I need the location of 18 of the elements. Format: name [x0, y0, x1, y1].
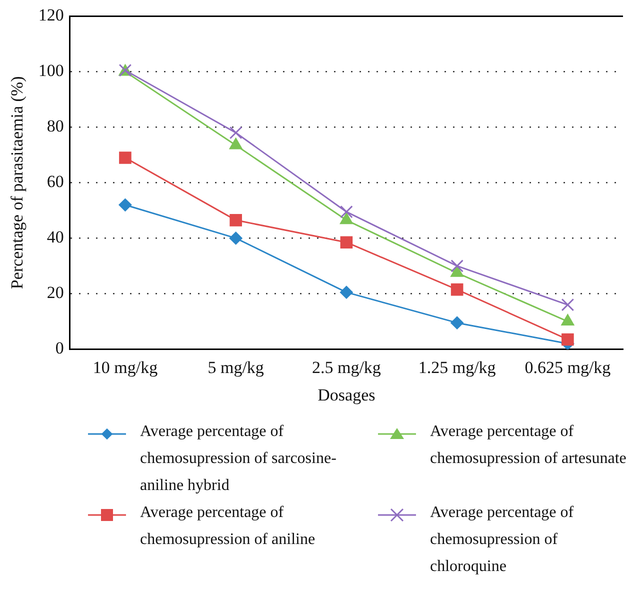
y-tick-label: 60 [46, 172, 64, 192]
legend-label: Average percentage of chemosupression of artesunate [430, 422, 628, 469]
y-tick-label: 100 [38, 61, 64, 80]
x-tick-label: 10 mg/kg [92, 358, 158, 377]
x-axis-title: Dosages [318, 385, 376, 404]
y-tick-label: 40 [46, 228, 64, 247]
y-axis-title: Percentage of parasitaemia (%) [8, 76, 27, 290]
x-tick-label: 2.5 mg/kg [312, 358, 382, 377]
x-tick-label: 0.625 mg/kg [524, 358, 612, 377]
y-tick-label: 0 [55, 338, 64, 358]
y-tick-label: 20 [46, 283, 64, 302]
x-tick-label: 1.25 mg/kg [418, 358, 496, 377]
legend-label: Average percentage of chemosupression of chloroquine [430, 503, 575, 577]
x-tick-label: 5 mg/kg [208, 358, 264, 377]
legend-label: Average percentage of chemosupression of sarcosine-aniline hybrid [140, 422, 338, 496]
legend-label: Average percentage of chemosupression of aniline [140, 503, 316, 550]
y-tick-label: 120 [38, 6, 64, 25]
y-tick-label: 80 [46, 116, 64, 136]
